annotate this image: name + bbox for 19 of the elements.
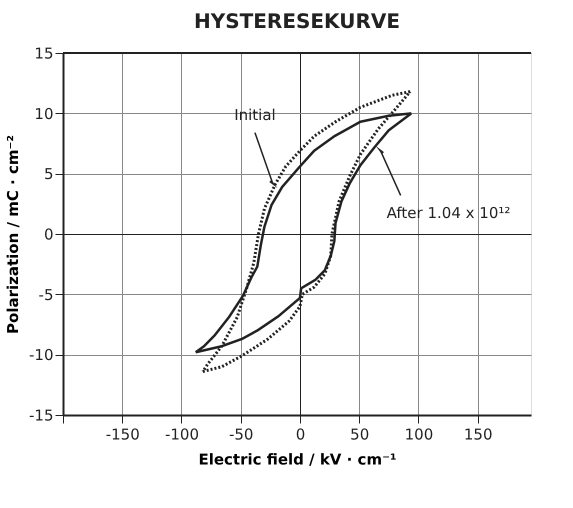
x-tick-label: 0 — [296, 426, 306, 444]
annotation: After 1.04 x 10¹² — [386, 204, 510, 222]
x-tick-label: -150 — [106, 426, 140, 444]
x-tick-label: 50 — [350, 426, 370, 444]
annotation: Initial — [234, 106, 276, 124]
x-tick-label: 100 — [404, 426, 434, 444]
y-tick-label: -5 — [38, 286, 54, 304]
x-tick-label: -100 — [164, 426, 200, 444]
y-tick-label: -15 — [29, 406, 54, 424]
y-tick-label: -10 — [29, 346, 54, 364]
y-tick-label: 5 — [44, 165, 54, 184]
y-tick-label: 10 — [34, 104, 54, 123]
chart-title: HYSTERESEKURVE — [194, 9, 400, 33]
y-tick-label: 15 — [34, 44, 54, 62]
y-axis-title: Polarization / mC · cm⁻² — [4, 135, 22, 334]
x-tick-label: 150 — [464, 426, 493, 444]
x-tick-label: -50 — [228, 426, 254, 444]
x-axis-title: Electric field / kV · cm⁻¹ — [198, 450, 397, 468]
y-tick-label: 0 — [44, 226, 54, 244]
